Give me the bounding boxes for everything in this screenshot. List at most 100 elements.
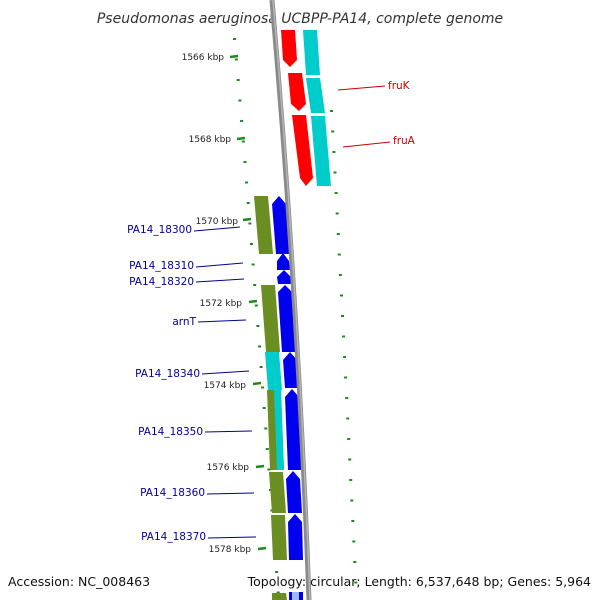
tick-mark: [252, 381, 262, 386]
scale-dot: [236, 79, 240, 81]
gene-block-cyan-18350[interactable]: [274, 390, 284, 470]
scale-dot: [275, 571, 279, 573]
genome-title: Pseudomonas aeruginosa UCBPP-PA14, compl…: [97, 11, 503, 27]
scale-dot: [261, 386, 265, 389]
tick-labels: 1566 kbp 1568 kbp 1570 kbp 1572 kbp 1574…: [182, 53, 267, 555]
tick-mark: [236, 136, 246, 141]
gene-block-lightblue-bottom[interactable]: [292, 592, 299, 600]
gene-block-cyan-1[interactable]: [303, 30, 320, 75]
scale-dot: [238, 99, 242, 102]
tick-mark: [255, 464, 265, 469]
gene-block-olive-18300[interactable]: [254, 196, 273, 254]
gene-label-PA14_18310[interactable]: PA14_18310: [129, 260, 194, 272]
scale-dot: [246, 202, 250, 204]
scale-dot: [354, 581, 358, 584]
label-leader-fruK: [337, 85, 386, 91]
scale-dot: [267, 468, 271, 471]
gene-track-olive: [254, 196, 287, 600]
label-leader-PA14_18360: [206, 492, 255, 495]
gene-block-olive-18360[interactable]: [269, 472, 286, 513]
scale-dot: [265, 448, 269, 450]
gene-block-olive-18370[interactable]: [271, 515, 287, 560]
label-leader-PA14_18300: [193, 226, 241, 232]
gene-block-red-1[interactable]: [281, 30, 297, 67]
scale-dot: [344, 376, 348, 379]
gene-block-fruA[interactable]: [292, 115, 313, 186]
gene-label-PA14_18350[interactable]: PA14_18350: [138, 426, 203, 438]
tick-label: 1572 kbp: [200, 299, 243, 309]
gene-label-PA14_18320[interactable]: PA14_18320: [129, 276, 194, 288]
scale-dot: [346, 417, 350, 420]
tick-mark: [257, 546, 267, 551]
label-leader-arnT: [197, 319, 247, 323]
tick-label: 1566 kbp: [182, 53, 225, 63]
tick-mark: [229, 54, 239, 59]
label-leader-PA14_18310: [195, 262, 244, 268]
scale-dot: [341, 315, 344, 317]
tick-label: 1576 kbp: [207, 463, 250, 473]
gene-label-fruK[interactable]: fruK: [388, 80, 411, 92]
gene-block-arnT[interactable]: [278, 285, 296, 352]
gene-label-PA14_18340[interactable]: PA14_18340: [135, 368, 200, 380]
tick-label: 1574 kbp: [204, 381, 247, 391]
scale-dot: [251, 263, 255, 266]
tick-label: 1578 kbp: [209, 545, 252, 555]
gene-block-fruK[interactable]: [288, 73, 306, 111]
scale-dot: [253, 284, 257, 286]
scale-dot: [240, 120, 244, 122]
scale-dot: [336, 233, 340, 235]
gene-block-cyan-3[interactable]: [311, 116, 331, 186]
gene-label-PA14_18360[interactable]: PA14_18360: [140, 487, 205, 499]
gene-block-olive-arnT[interactable]: [261, 285, 280, 352]
scale-dot: [233, 38, 236, 40]
scale-dot: [243, 161, 247, 163]
scale-dot: [254, 304, 258, 307]
scale-dot: [349, 479, 353, 481]
topology-text: Topology: circular; Length: 6,537,648 bp…: [247, 574, 591, 589]
scale-dot: [331, 130, 335, 133]
scale-dot: [332, 151, 336, 153]
gene-block-olive-bottom[interactable]: [272, 593, 287, 600]
tick-mark: [248, 299, 258, 304]
label-leader-PA14_18340: [201, 370, 250, 375]
gene-label-arnT[interactable]: arnT: [172, 316, 196, 328]
gene-track-red: [281, 30, 313, 186]
accession-text: Accession: NC_008463: [8, 574, 150, 589]
scale-dot: [262, 407, 266, 409]
scale-dot: [351, 520, 355, 522]
scale-dot: [234, 58, 238, 61]
scale-dot: [248, 222, 252, 225]
scale-dot: [342, 335, 346, 338]
scale-dot: [333, 171, 337, 174]
gene-label-fruA[interactable]: fruA: [393, 135, 416, 147]
scale-dot: [348, 458, 352, 461]
gene-block-PA14_18300[interactable]: [272, 196, 290, 254]
gene-block-cyan-18340[interactable]: [265, 352, 282, 390]
gene-track-cyan: [303, 30, 331, 186]
scale-dot: [330, 110, 333, 112]
gene-block-PA14_18340[interactable]: [283, 352, 299, 388]
scale-dot: [250, 243, 253, 245]
scale-dot: [353, 561, 357, 563]
tick-mark: [242, 217, 252, 222]
scale-dot: [340, 294, 343, 297]
gene-block-PA14_18350[interactable]: [285, 389, 302, 470]
gene-label-PA14_18300[interactable]: PA14_18300: [127, 224, 192, 236]
gene-block-PA14_18370[interactable]: [288, 514, 303, 560]
scale-dot: [343, 356, 347, 358]
scale-dot: [347, 438, 351, 440]
gene-label-PA14_18370[interactable]: PA14_18370: [141, 531, 206, 543]
tick-label: 1570 kbp: [196, 217, 239, 227]
scale-dot: [264, 427, 268, 430]
scale-dot: [350, 499, 354, 502]
gene-block-PA14_18320[interactable]: [277, 270, 292, 284]
genome-backbone: [269, 0, 312, 600]
gene-block-PA14_18310[interactable]: [277, 253, 290, 270]
scale-dot: [241, 140, 245, 143]
scale-dot: [338, 274, 342, 276]
gene-block-PA14_18360[interactable]: [286, 471, 302, 513]
gene-block-cyan-2[interactable]: [306, 78, 325, 113]
scale-dot: [334, 192, 338, 194]
scale-dot: [245, 181, 249, 184]
